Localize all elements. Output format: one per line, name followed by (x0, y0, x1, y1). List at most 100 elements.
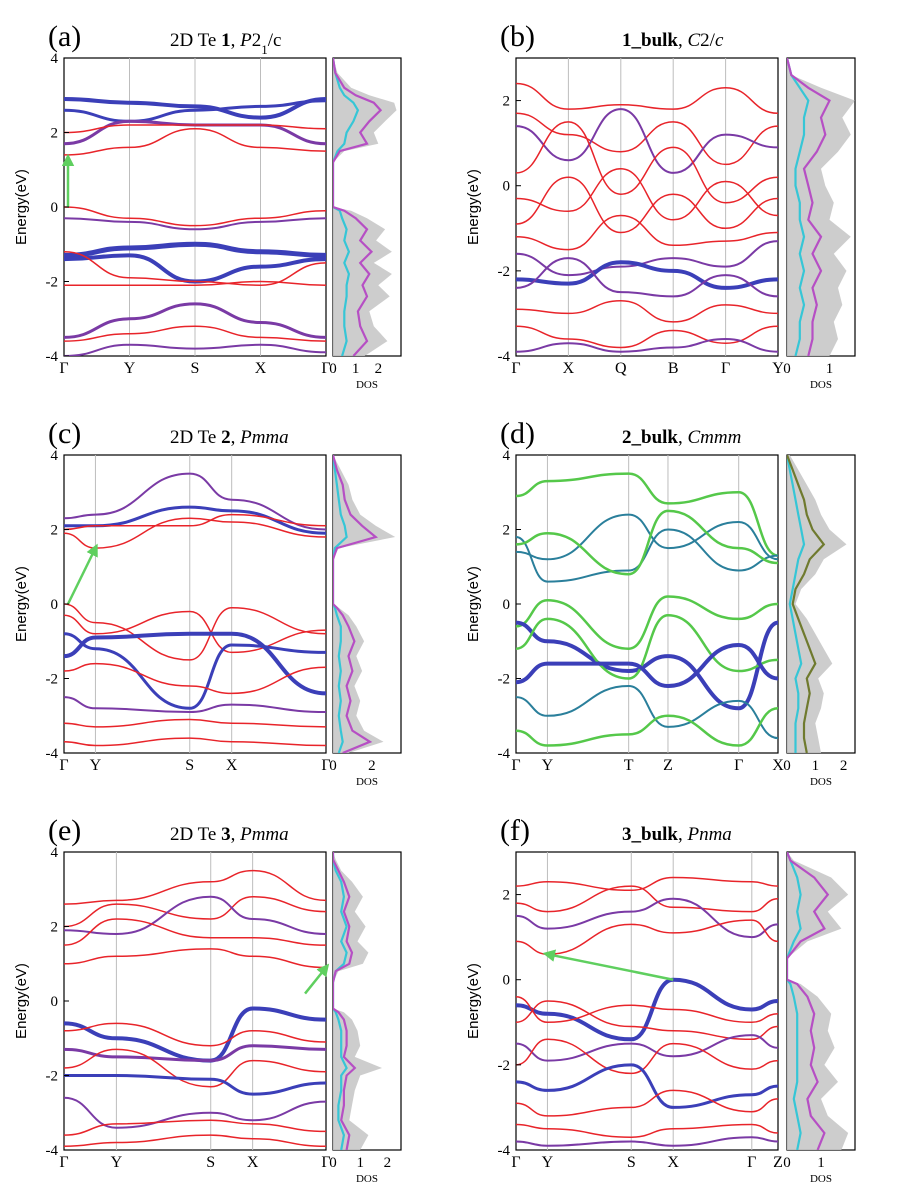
band-7 (516, 1000, 778, 1041)
dos-panel: 0 1 DOS (783, 57, 856, 391)
y-tick-label: 2 (51, 920, 59, 936)
band-3 (516, 108, 778, 174)
band-plot-frame (63, 851, 327, 1151)
panel-d: -4 -2 0 2 4 Energy(eV) Γ Y T Z Γ X (d) 2_bulk, Cmmm 0 1… (465, 417, 856, 788)
band-7 (516, 214, 778, 251)
y-tick-label: 2 (503, 523, 511, 539)
y-tick-label: -2 (46, 275, 59, 291)
kpoint-label: Γ (59, 757, 68, 774)
title-part: 2D Te (170, 427, 221, 448)
y-tick-label: 2 (503, 94, 511, 110)
y-tick-label: 0 (51, 200, 59, 216)
dos-tick-label: 0 (329, 1155, 337, 1171)
band-13 (64, 325, 326, 342)
band-2 (64, 99, 326, 123)
y-tick-label: 4 (503, 448, 511, 464)
kpoint-label: Γ (511, 360, 520, 377)
band-5 (64, 948, 326, 969)
kpoint-label: Γ (511, 757, 520, 774)
band-7 (64, 217, 326, 231)
dos-tick-label: 1 (817, 1155, 825, 1171)
band-1 (516, 82, 778, 115)
band-1 (516, 876, 778, 892)
dos-curves (333, 455, 396, 753)
band-7 (64, 1022, 326, 1047)
y-tick-label: 4 (51, 448, 59, 464)
title-part: 3_bulk (622, 824, 678, 845)
bands (516, 472, 778, 747)
dos-cyan (787, 852, 802, 1150)
dos-tick-label: 0 (329, 361, 337, 377)
y-tick-label: 4 (51, 845, 59, 861)
title-part: 2D Te (170, 824, 221, 845)
dos-panel: 0 2 DOS (329, 454, 402, 788)
band-10 (516, 257, 778, 298)
y-tick-label: 2 (503, 888, 511, 904)
kpoint-label: Y (90, 757, 102, 774)
band-4 (64, 124, 326, 134)
dos-axis-label: DOS (810, 776, 832, 788)
transition-arrow (66, 543, 98, 605)
panel-label: (c) (48, 417, 81, 450)
kpoint-label: Y (542, 757, 554, 774)
dos-tick-label: 2 (384, 1155, 392, 1171)
dos-axis-label: DOS (810, 379, 832, 391)
panel-b: -4 -2 0 2 Energy(eV) Γ X Q B Γ Y (b) 1_bulk, C2/c 0 1 D… (465, 20, 856, 391)
y-tick-label: -2 (46, 1069, 59, 1085)
band-5 (64, 603, 326, 661)
y-axis-label: Energy(eV) (13, 566, 30, 642)
band-12 (516, 325, 778, 349)
band-2 (64, 895, 326, 928)
band-5 (516, 977, 778, 1042)
dos-magenta (787, 58, 831, 356)
kpoint-label: S (191, 360, 200, 377)
y-tick-label: -2 (46, 672, 59, 688)
band-9 (64, 662, 326, 695)
dos-axis-label: DOS (810, 1173, 832, 1185)
dos-cyan (787, 58, 810, 356)
dos-magenta (333, 852, 357, 1150)
kpoint-label: S (206, 1154, 215, 1171)
panel-title: 2D Te 2, Pmma (170, 427, 289, 448)
band-8 (516, 1034, 778, 1062)
band-8 (64, 632, 326, 710)
title-part: , (678, 427, 688, 448)
y-tick-label: -2 (498, 672, 511, 688)
y-tick-label: -4 (46, 1143, 59, 1159)
y-tick-label: -4 (46, 746, 59, 762)
dos-tick-label: 2 (840, 758, 848, 774)
title-part: 2 (221, 427, 231, 448)
dos-panel: 0 1 2 DOS (329, 57, 402, 391)
kpoint-label: Γ (321, 1154, 330, 1171)
band-2 (516, 528, 778, 583)
band-13 (516, 337, 778, 353)
y-tick-label: 0 (503, 179, 511, 195)
title-part: 2 (252, 30, 262, 51)
dos-curves (333, 852, 382, 1150)
band-5 (516, 167, 778, 221)
dos-cyan (333, 852, 348, 1150)
dos-tick-label: 1 (812, 758, 820, 774)
band-10 (516, 1063, 778, 1109)
dos-tick-label: 0 (783, 758, 791, 774)
y-axis-label: Energy(eV) (13, 169, 30, 245)
dos-curves (787, 58, 855, 356)
kpoint-label: Y (111, 1154, 123, 1171)
band-6 (64, 206, 326, 227)
bands (64, 97, 326, 356)
transition-arrow (542, 949, 674, 981)
dos-magenta (787, 852, 830, 1150)
title-part: , (678, 30, 688, 51)
kpoint-label: Γ (321, 757, 330, 774)
title-part: Pmma (239, 824, 289, 845)
band-6 (516, 176, 778, 234)
band-6 (516, 995, 778, 1024)
panel-title: 1_bulk, C2/c (622, 30, 724, 51)
band-4 (516, 509, 778, 576)
title-part: C (687, 30, 700, 51)
band-8 (516, 642, 778, 689)
y-tick-label: 0 (51, 597, 59, 613)
panel-title: 3_bulk, Pnma (622, 824, 732, 845)
band-plot-frame (63, 454, 327, 754)
